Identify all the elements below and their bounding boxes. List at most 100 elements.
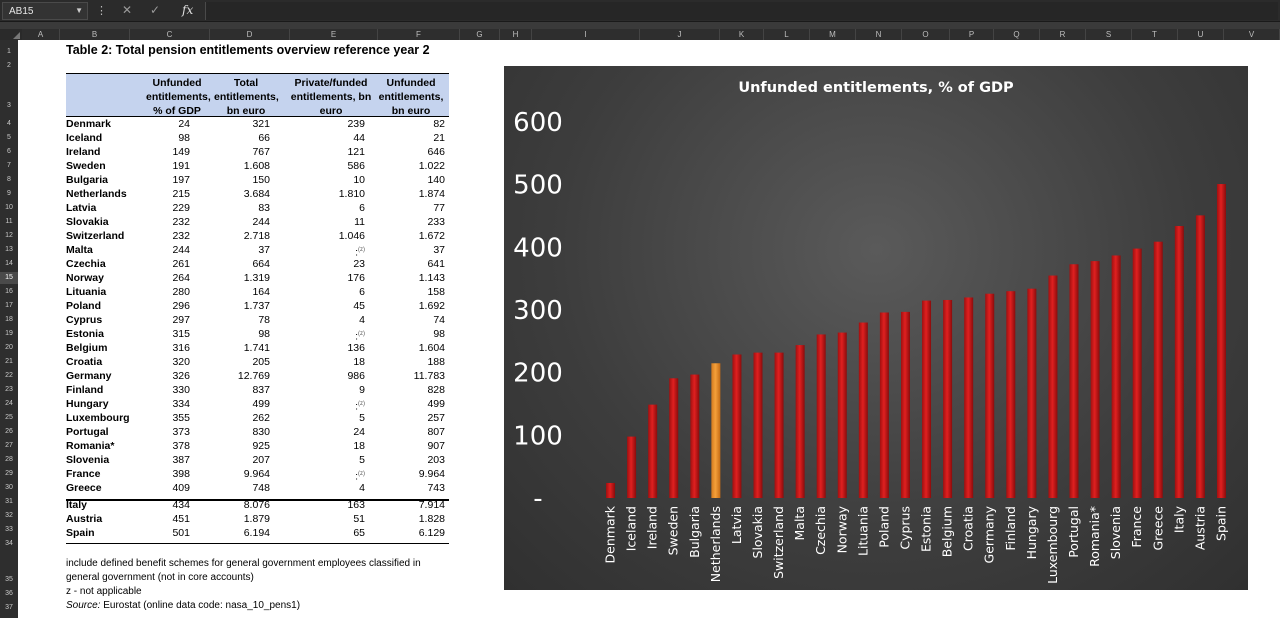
bar-slovenia[interactable] — [1111, 255, 1121, 498]
row-header-3[interactable]: 3 — [7, 102, 11, 109]
bar-cyprus[interactable] — [900, 311, 910, 498]
more-options-icon[interactable]: ⋮ — [96, 5, 107, 17]
column-header-u[interactable]: U — [1178, 29, 1224, 40]
column-header-o[interactable]: O — [902, 29, 950, 40]
bar-belgium[interactable] — [943, 299, 953, 498]
column-header-n[interactable]: N — [856, 29, 902, 40]
formula-input[interactable] — [205, 2, 1278, 20]
table-row: Romania* 378 925 18 907 — [66, 439, 449, 453]
column-header-j[interactable]: J — [640, 29, 720, 40]
row-header-4[interactable]: 4 — [7, 120, 11, 127]
row-header-14[interactable]: 14 — [5, 260, 13, 267]
row-header-16[interactable]: 16 — [5, 288, 13, 295]
bar-bulgaria[interactable] — [690, 374, 700, 498]
bar-portugal[interactable] — [1069, 264, 1079, 498]
row-header-9[interactable]: 9 — [7, 190, 11, 197]
enter-icon[interactable]: ✓ — [150, 3, 161, 17]
column-header-s[interactable]: S — [1086, 29, 1132, 40]
row-header-31[interactable]: 31 — [5, 498, 13, 505]
row-header-35[interactable]: 35 — [5, 576, 13, 583]
column-header-d[interactable]: D — [210, 29, 290, 40]
column-header-r[interactable]: R — [1040, 29, 1086, 40]
row-header-13[interactable]: 13 — [5, 246, 13, 253]
bar-ireland[interactable] — [648, 404, 658, 498]
column-header-m[interactable]: M — [810, 29, 856, 40]
row-header-10[interactable]: 10 — [5, 204, 13, 211]
bar-sweden[interactable] — [669, 378, 679, 498]
column-header-c[interactable]: C — [130, 29, 210, 40]
column-header-g[interactable]: G — [460, 29, 500, 40]
bar-slovakia[interactable] — [753, 352, 763, 498]
row-header-2[interactable]: 2 — [7, 62, 11, 69]
chevron-down-icon[interactable]: ▼ — [75, 6, 83, 15]
bar-italy[interactable] — [1174, 226, 1184, 498]
bar-poland[interactable] — [879, 312, 889, 498]
select-all-corner[interactable] — [0, 29, 22, 40]
column-header-l[interactable]: L — [764, 29, 810, 40]
column-header-f[interactable]: F — [378, 29, 460, 40]
bar-germany[interactable] — [985, 293, 995, 498]
row-header-24[interactable]: 24 — [5, 400, 13, 407]
bar-switzerland[interactable] — [774, 352, 784, 498]
row-header-7[interactable]: 7 — [7, 162, 11, 169]
bar-latvia[interactable] — [732, 354, 742, 498]
row-header-12[interactable]: 12 — [5, 232, 13, 239]
bar-finland[interactable] — [1006, 291, 1016, 498]
row-header-37[interactable]: 37 — [5, 604, 13, 611]
column-header-h[interactable]: H — [500, 29, 532, 40]
bar-czechia[interactable] — [816, 334, 826, 498]
bar-france[interactable] — [1132, 248, 1142, 498]
bar-spain[interactable] — [1216, 184, 1226, 498]
row-header-28[interactable]: 28 — [5, 456, 13, 463]
bar-romania[interactable] — [1090, 261, 1100, 498]
bar-iceland[interactable] — [627, 436, 637, 498]
bar-austria[interactable] — [1195, 215, 1205, 498]
row-header-11[interactable]: 11 — [5, 218, 13, 225]
column-header-p[interactable]: P — [950, 29, 994, 40]
cancel-icon[interactable]: ✕ — [122, 3, 133, 17]
column-header-b[interactable]: B — [60, 29, 130, 40]
row-header-22[interactable]: 22 — [5, 372, 13, 379]
row-header-20[interactable]: 20 — [5, 344, 13, 351]
column-header-a[interactable]: A — [22, 29, 60, 40]
chart[interactable]: Unfunded entitlements, % of GDP - 100 200 30… — [504, 66, 1248, 590]
bar-malta[interactable] — [795, 345, 805, 498]
row-header-19[interactable]: 19 — [5, 330, 13, 337]
row-header-23[interactable]: 23 — [5, 386, 13, 393]
row-header-18[interactable]: 18 — [5, 316, 13, 323]
row-header-21[interactable]: 21 — [5, 358, 13, 365]
row-header-26[interactable]: 26 — [5, 428, 13, 435]
bar-lituania[interactable] — [858, 322, 868, 498]
row-header-8[interactable]: 8 — [7, 176, 11, 183]
total-cell: 925 — [252, 440, 270, 452]
column-header-q[interactable]: Q — [994, 29, 1040, 40]
row-header-17[interactable]: 17 — [5, 302, 13, 309]
row-header-25[interactable]: 25 — [5, 414, 13, 421]
row-header-32[interactable]: 32 — [5, 512, 13, 519]
bar-hungary[interactable] — [1027, 288, 1037, 498]
bar-estonia[interactable] — [922, 300, 932, 498]
row-header-6[interactable]: 6 — [7, 148, 11, 155]
row-header-29[interactable]: 29 — [5, 470, 13, 477]
row-header-15[interactable]: 15 — [0, 272, 18, 284]
bar-luxembourg[interactable] — [1048, 275, 1058, 498]
row-header-34[interactable]: 34 — [5, 540, 13, 547]
bar-denmark[interactable] — [606, 482, 616, 498]
bar-norway[interactable] — [837, 332, 847, 498]
column-header-e[interactable]: E — [290, 29, 378, 40]
row-header-27[interactable]: 27 — [5, 442, 13, 449]
name-box[interactable]: AB15 ▼ — [2, 2, 88, 20]
column-header-v[interactable]: V — [1224, 29, 1280, 40]
column-header-k[interactable]: K — [720, 29, 764, 40]
row-header-30[interactable]: 30 — [5, 484, 13, 491]
bar-croatia[interactable] — [964, 297, 974, 498]
row-header-1[interactable]: 1 — [7, 48, 11, 55]
bar-netherlands[interactable] — [711, 363, 721, 498]
row-header-5[interactable]: 5 — [7, 134, 11, 141]
insert-function-icon[interactable]: fx — [182, 3, 194, 17]
row-header-36[interactable]: 36 — [5, 590, 13, 597]
bar-greece[interactable] — [1153, 241, 1163, 498]
row-header-33[interactable]: 33 — [5, 526, 13, 533]
column-header-t[interactable]: T — [1132, 29, 1178, 40]
column-header-i[interactable]: I — [532, 29, 640, 40]
